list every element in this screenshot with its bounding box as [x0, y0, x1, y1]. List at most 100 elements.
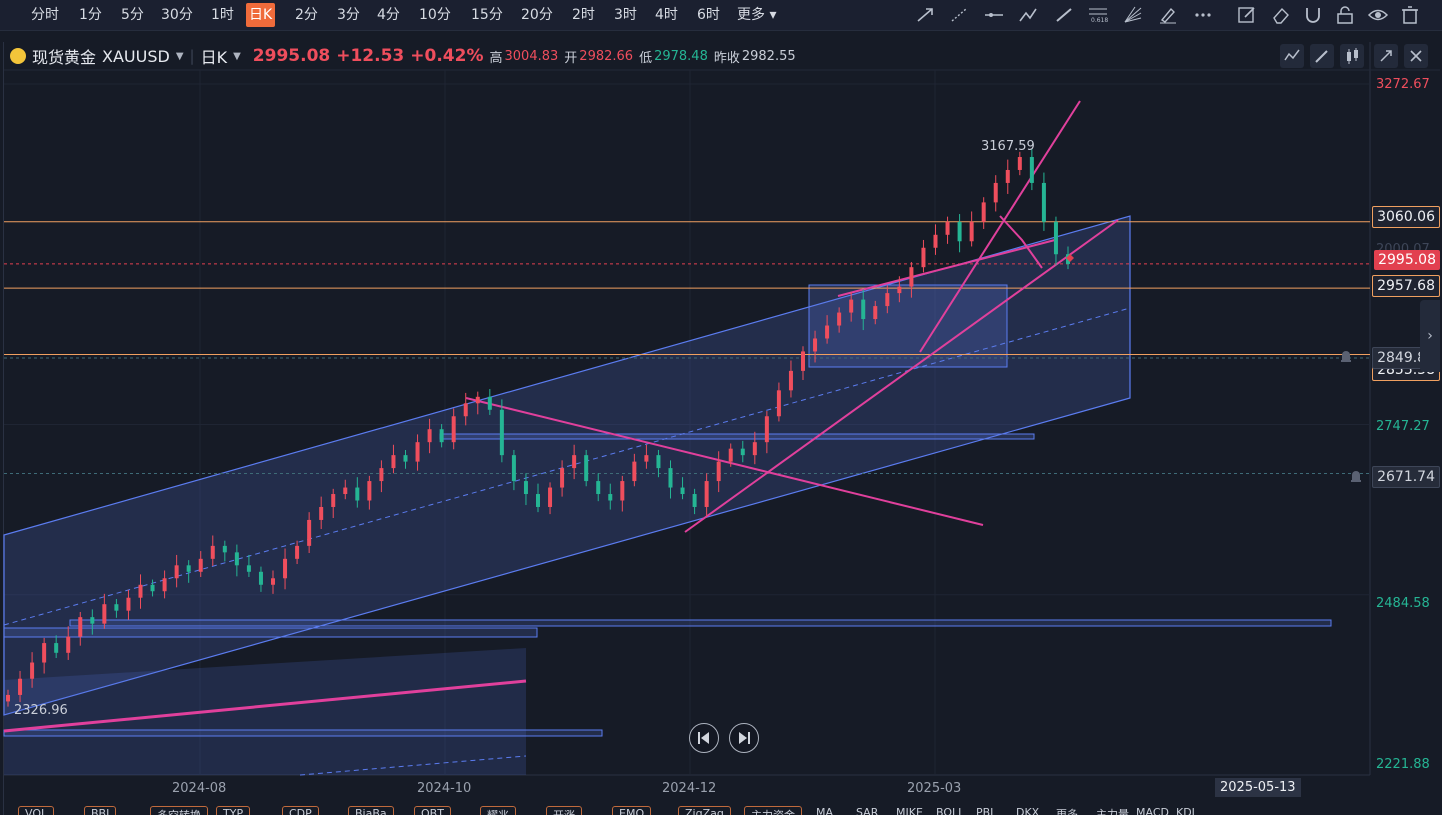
timeframe-9[interactable]: 10分: [419, 7, 451, 23]
prev-button[interactable]: [689, 723, 719, 753]
indicator-tab[interactable]: VOL: [18, 806, 55, 815]
indicator-tab[interactable]: ZigZag: [678, 806, 731, 815]
chart-area[interactable]: [3, 42, 1441, 815]
scroll-right-button[interactable]: ›: [1420, 300, 1440, 372]
indicator-tab[interactable]: 主力资金: [744, 806, 802, 815]
indicator-tab[interactable]: 耀兆: [480, 806, 516, 815]
indicator-tab[interactable]: TYP: [216, 806, 251, 815]
indicator-tab[interactable]: PBL: [976, 806, 997, 815]
timeframe-14[interactable]: 4时: [655, 7, 678, 23]
indicator-tab[interactable]: EMO: [612, 806, 652, 815]
candle-body: [957, 221, 962, 242]
indicator-tab[interactable]: OBT: [414, 806, 451, 815]
trend-line: [684, 219, 1119, 533]
candle-body: [463, 403, 468, 417]
indicator-tab[interactable]: BBI: [84, 806, 117, 815]
candle-body: [18, 678, 23, 695]
trend-line-icon[interactable]: [914, 5, 936, 25]
candle-body: [523, 481, 528, 495]
symbol-name[interactable]: 现货黄金: [32, 48, 97, 67]
candle-body: [788, 370, 793, 391]
timeframe-13[interactable]: 3时: [614, 7, 637, 23]
fibonacci-icon[interactable]: 0.618: [1087, 5, 1109, 25]
indicator-tab[interactable]: 多空转换: [150, 806, 208, 815]
eraser-icon[interactable]: [1270, 5, 1292, 25]
timeframe-1[interactable]: 1分: [79, 7, 102, 23]
symbol-dropdown-icon[interactable]: ▼: [175, 50, 184, 62]
draw-tool-button[interactable]: [1310, 44, 1334, 68]
edit-icon[interactable]: [1236, 5, 1258, 25]
polyline-icon[interactable]: [1017, 5, 1039, 25]
candle-body: [186, 565, 191, 572]
indicator-tab[interactable]: KDJ: [1176, 806, 1195, 815]
candle-body: [331, 494, 336, 507]
gold-coin-icon: [10, 48, 26, 64]
timeframe-15[interactable]: 6时: [697, 7, 720, 23]
indicator-tab[interactable]: MIKE: [896, 806, 923, 815]
indicator-tab[interactable]: BOLL: [936, 806, 965, 815]
symbol-code[interactable]: XAUUSD: [102, 46, 170, 66]
indicator-tab[interactable]: MACD: [1136, 806, 1169, 815]
indicator-tab[interactable]: DKX: [1016, 806, 1040, 815]
timeframe-12[interactable]: 2时: [572, 7, 595, 23]
timeframe-3[interactable]: 30分: [161, 7, 193, 23]
candle-body: [1041, 182, 1046, 222]
candle-body: [30, 662, 35, 679]
candle-body: [451, 416, 456, 443]
period-selector[interactable]: 日K: [200, 48, 228, 67]
level-tag-2957[interactable]: 2957.68: [1372, 275, 1440, 297]
candle-body: [933, 234, 938, 248]
indicator-tab[interactable]: SAR: [856, 806, 879, 815]
timeframe-6[interactable]: 2分: [295, 7, 318, 23]
close-button[interactable]: [1404, 44, 1428, 68]
ray-icon[interactable]: [948, 5, 970, 25]
trend-line: [919, 100, 1081, 353]
candle-body: [42, 643, 47, 663]
timeframe-4[interactable]: 1时: [211, 7, 234, 23]
candle-type-button[interactable]: [1340, 44, 1364, 68]
trend-line: [999, 215, 1043, 269]
candle-body: [1005, 169, 1010, 183]
candle-body: [439, 429, 444, 443]
timeframe-10[interactable]: 15分: [471, 7, 503, 23]
period-dropdown-icon[interactable]: ▼: [233, 50, 241, 62]
trash-icon[interactable]: [1399, 5, 1421, 25]
brush-icon[interactable]: [1157, 5, 1179, 25]
bell-icon[interactable]: [1338, 348, 1354, 364]
candle-body: [54, 643, 59, 653]
expand-button[interactable]: [1374, 44, 1398, 68]
line-chart-button[interactable]: [1280, 44, 1304, 68]
open-value: 2982.66: [579, 48, 634, 64]
y-axis-label: 2484.58: [1376, 596, 1430, 611]
timeframe-2[interactable]: 5分: [121, 7, 144, 23]
segment-icon[interactable]: [1053, 5, 1075, 25]
horizontal-line-icon[interactable]: [983, 5, 1005, 25]
candle-body: [511, 455, 516, 482]
candle-body: [969, 221, 974, 242]
next-button[interactable]: [729, 723, 759, 753]
gann-fan-icon[interactable]: [1122, 5, 1144, 25]
indicator-tab[interactable]: BiaBa: [348, 806, 394, 815]
x-axis-label: 2024-10: [417, 781, 472, 796]
level-tag-3060[interactable]: 3060.06: [1372, 206, 1440, 228]
indicator-tab[interactable]: CDP: [282, 806, 319, 815]
timeframe-5[interactable]: 日K: [246, 3, 276, 27]
candle-body: [162, 578, 167, 592]
lock-icon[interactable]: [1334, 5, 1356, 25]
more-dots-icon[interactable]: [1192, 5, 1214, 25]
alert-tag-2671[interactable]: 2671.74: [1372, 466, 1440, 488]
eye-icon[interactable]: [1367, 5, 1389, 25]
timeframe-0[interactable]: 分时: [31, 7, 59, 23]
indicator-tab[interactable]: 更多: [1056, 808, 1078, 815]
bell-icon[interactable]: [1348, 468, 1364, 484]
timeframe-16[interactable]: 更多 ▾: [737, 7, 777, 23]
indicator-tab[interactable]: MA: [816, 806, 834, 815]
magnet-icon[interactable]: [1302, 5, 1324, 25]
candle-body: [6, 694, 10, 702]
timeframe-8[interactable]: 4分: [377, 7, 400, 23]
indicator-tab[interactable]: 主力量: [1096, 808, 1129, 815]
indicator-tab[interactable]: 开涨: [546, 806, 582, 815]
timeframe-11[interactable]: 20分: [521, 7, 553, 23]
timeframe-7[interactable]: 3分: [337, 7, 360, 23]
